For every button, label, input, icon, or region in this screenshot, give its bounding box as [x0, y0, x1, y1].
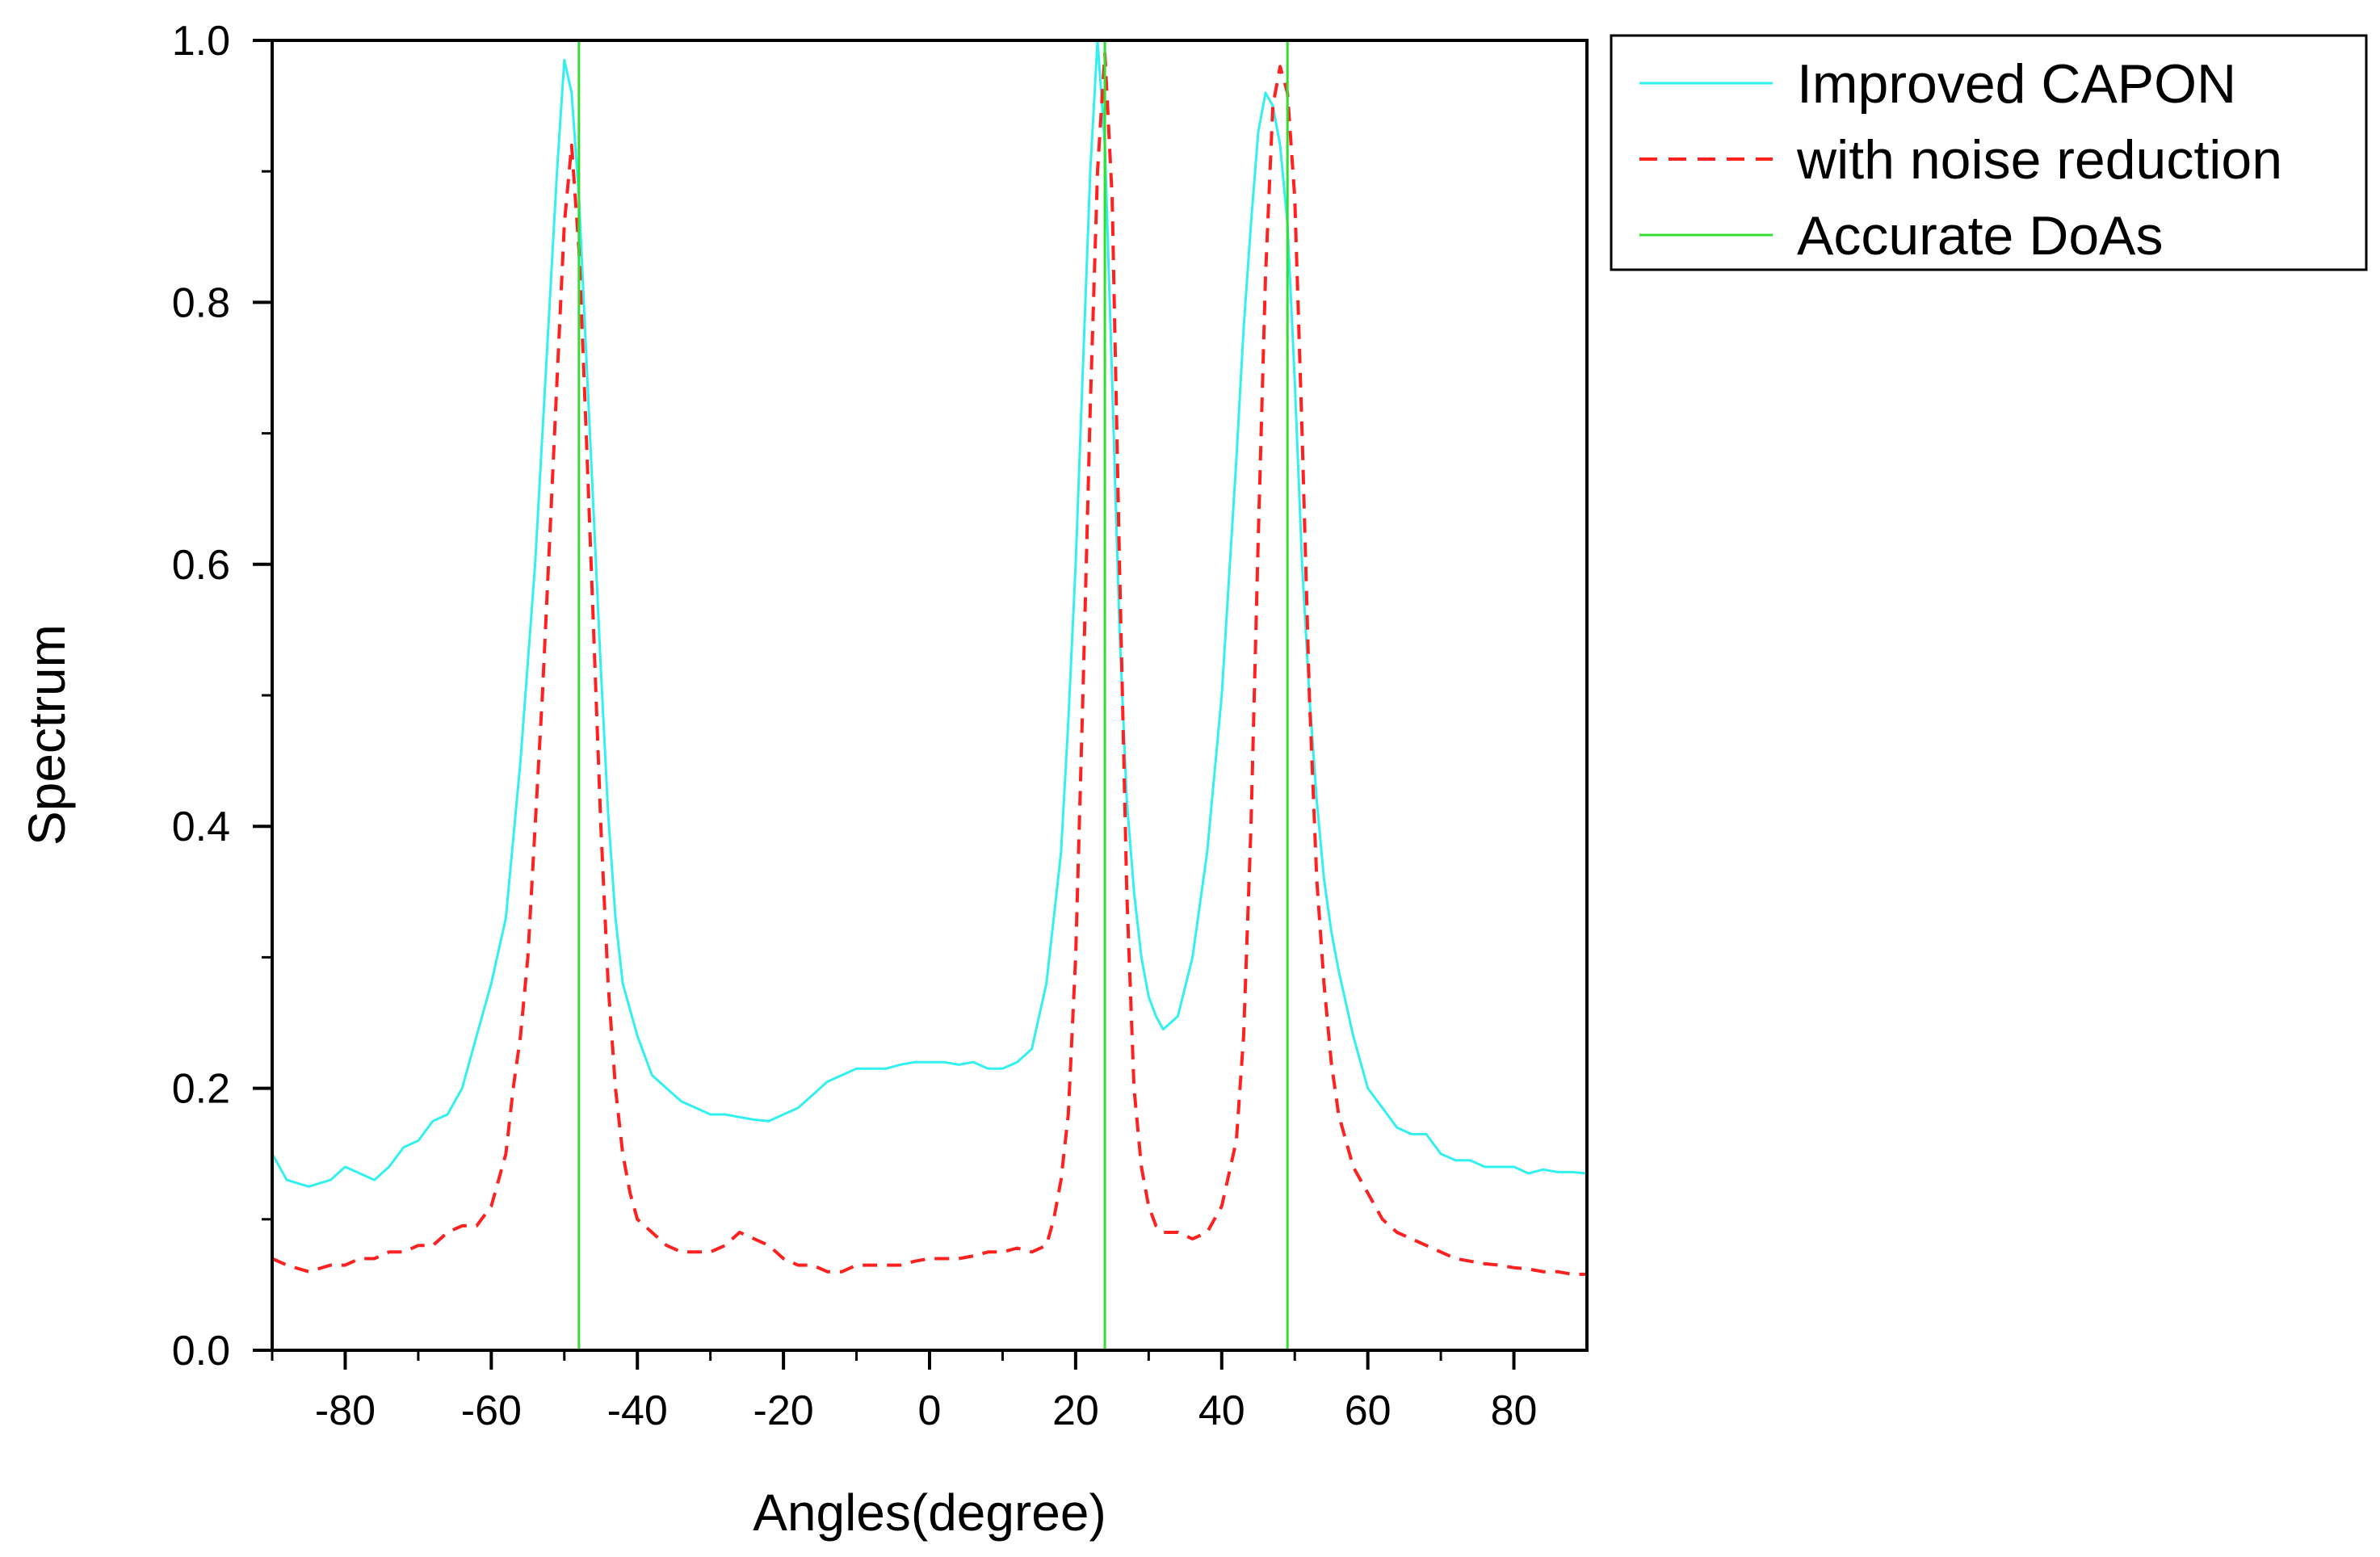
series-improved-capon-line — [272, 40, 1587, 1188]
x-tick-label: 0 — [918, 1387, 942, 1434]
x-tick-label: -40 — [607, 1387, 668, 1434]
y-tick-label: 0.4 — [172, 804, 230, 850]
y-tick-label: 0.0 — [172, 1328, 230, 1374]
x-tick-label: 60 — [1345, 1387, 1391, 1434]
legend-label-accurate-doas: Accurate DoAs — [1797, 205, 2164, 266]
y-tick-label: 0.8 — [172, 279, 230, 326]
x-tick-label: 40 — [1198, 1387, 1245, 1434]
x-tick-label: -20 — [753, 1387, 814, 1434]
legend-label-improved-capon: Improved CAPON — [1797, 53, 2236, 115]
series-noise-reduction-line — [272, 52, 1587, 1276]
x-tick-label: -60 — [461, 1387, 522, 1434]
y-tick-label: 0.6 — [172, 542, 230, 589]
y-axis-title: Spectrum — [18, 624, 76, 846]
x-tick-label: 20 — [1052, 1387, 1099, 1434]
x-axis-title: Angles(degree) — [753, 1484, 1106, 1542]
y-tick-label: 1.0 — [172, 18, 230, 65]
x-tick-label: -80 — [315, 1387, 376, 1434]
legend-label-noise-reduction: with noise reduction — [1796, 129, 2282, 191]
legend-box — [1610, 34, 2368, 271]
legend: Improved CAPON with noise reduction Accu… — [1610, 34, 2368, 271]
plot-frame — [271, 39, 1589, 1352]
x-tick-label: 80 — [1491, 1387, 1538, 1434]
y-tick-label: 0.2 — [172, 1066, 230, 1113]
